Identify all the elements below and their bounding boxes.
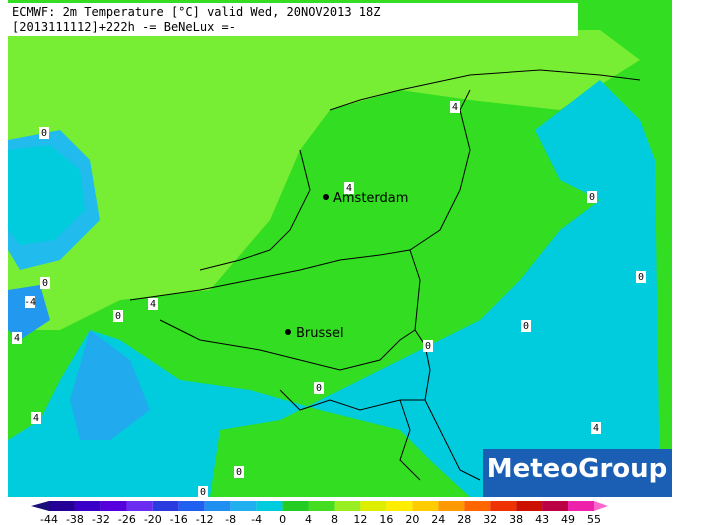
contour-label-box	[234, 466, 244, 478]
cold-pocket	[70, 330, 150, 440]
colorbar-tick-label: -32	[92, 513, 110, 525]
contour-label-box	[148, 298, 158, 310]
contour-label: 0	[200, 487, 206, 498]
colorbar-segment	[308, 501, 335, 511]
colorbar-tick-label: -4	[251, 513, 262, 525]
city-label: Brussel	[296, 326, 344, 341]
contour-label: 0	[523, 321, 529, 332]
colorbar-segment	[282, 501, 309, 511]
colorbar-segment	[256, 501, 283, 511]
colorbar-segment	[516, 501, 543, 511]
colorbar-tick-label: 28	[457, 513, 471, 525]
contour-label-box	[636, 271, 646, 283]
colorbar-segment	[464, 501, 491, 511]
colorbar-tick-label: 24	[431, 513, 445, 525]
contour-label-box	[587, 191, 597, 203]
contour-label: 4	[33, 413, 39, 424]
contour-label: 0	[115, 311, 121, 322]
cold-spot	[8, 285, 50, 340]
borders	[129, 69, 641, 481]
colorbar-tick-label: 43	[535, 513, 549, 525]
contour-label-box	[591, 422, 601, 434]
contour-labels: 0 4 0 -4 4 4 0 4 0 0 0 4 0 0 4 0 0	[12, 101, 646, 498]
contour-label-box	[40, 277, 50, 289]
colorbar-segment	[230, 501, 257, 511]
colorbar-segment	[360, 501, 387, 511]
contour-label: 0	[42, 278, 48, 289]
colorbar-tick-label: -44	[40, 513, 58, 525]
colorbar-tick-label: -26	[118, 513, 136, 525]
colorbar-tick-label: -12	[196, 513, 214, 525]
city-dot	[285, 329, 291, 335]
contour-label: 4	[14, 333, 20, 344]
colorbar-segment	[126, 501, 153, 511]
contour-label-box	[12, 332, 22, 344]
colorbar-tick-label: 38	[509, 513, 523, 525]
contour-label: 0	[316, 383, 322, 394]
contour-label-box	[25, 296, 35, 308]
colorbar-segment	[152, 501, 179, 511]
city-label: Amsterdam	[333, 191, 408, 206]
colorbar-tick-label: 0	[279, 513, 286, 525]
colorbar-segment	[412, 501, 439, 511]
colorbar-tick-label: 16	[379, 513, 393, 525]
cold-zone	[8, 80, 660, 497]
colorbar-tick-label: 20	[405, 513, 419, 525]
contour-label: 0	[41, 128, 47, 139]
contour-label: 4	[452, 102, 458, 113]
warm-zone	[8, 30, 640, 330]
contour-label: 0	[425, 341, 431, 352]
colorbar-tick-label: 8	[331, 513, 338, 525]
contour-label-box	[521, 320, 531, 332]
colorbar-tick-label: 4	[305, 513, 312, 525]
colorbar-tick-label: 55	[587, 513, 601, 525]
contour-label: 0	[236, 467, 242, 478]
colorbar-segment	[568, 501, 594, 511]
sea	[8, 145, 85, 245]
contour-label: 0	[589, 192, 595, 203]
colorbar-segment	[204, 501, 231, 511]
colorbar: -44 -38 -32 -26 -20 -16 -12 -8 -4 0 4 8 12 16 20 24 28 32…	[31, 501, 608, 525]
colorbar-segment	[49, 501, 75, 511]
contour-label: 4	[346, 183, 352, 194]
map	[8, 0, 672, 497]
colorbar-segment	[178, 501, 205, 511]
contour-label-box	[314, 382, 324, 394]
colorbar-segment	[542, 501, 569, 511]
contour-label-box	[344, 182, 354, 194]
colorbar-segment	[334, 501, 361, 511]
contour-label: -4	[24, 297, 36, 308]
colorbar-tick-label: 49	[561, 513, 575, 525]
header-title: ECMWF: 2m Temperature [°C] valid Wed, 20…	[12, 5, 380, 19]
contour-label: 4	[150, 299, 156, 310]
colorbar-segment	[31, 501, 49, 511]
contour-label: 4	[593, 423, 599, 434]
contour-label-box	[113, 310, 123, 322]
colorbar-segment	[490, 501, 517, 511]
colorbar-tick-label: 32	[483, 513, 497, 525]
logo-box	[483, 449, 672, 497]
header-subtitle: [2013111112]+222h -= BeNeLux =-	[12, 20, 236, 34]
contour-label-box	[198, 486, 208, 498]
contour-label: 0	[638, 272, 644, 283]
colorbar-tick-label: -8	[225, 513, 236, 525]
header-box	[8, 3, 578, 36]
city-dot	[323, 194, 329, 200]
contour-label-box	[39, 127, 49, 139]
colorbar-segment	[100, 501, 127, 511]
colorbar-tick-label: -16	[170, 513, 188, 525]
colorbar-segment	[594, 501, 608, 511]
logo: MeteoGroup	[487, 454, 668, 484]
contour-label-box	[423, 340, 433, 352]
colorbar-tick-label: 12	[353, 513, 367, 525]
colorbar-tick-label: -20	[144, 513, 162, 525]
colorbar-tick-label: -38	[66, 513, 84, 525]
colorbar-segment	[386, 501, 413, 511]
contour-label-box	[31, 412, 41, 424]
contour-label-box	[450, 101, 460, 113]
colorbar-segment	[74, 501, 101, 511]
colorbar-segment	[438, 501, 465, 511]
